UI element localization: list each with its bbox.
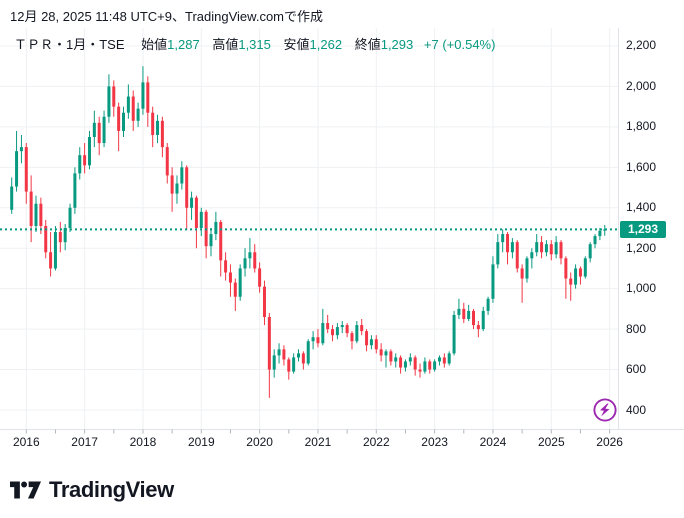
time-tick-label: 2026 [596,435,623,449]
legend-open-value: 1,287 [167,37,200,52]
time-tick-label: 2019 [187,435,215,449]
flash-boost-button[interactable] [592,397,618,423]
tradingview-logo-text: TradingView [49,477,174,502]
tradingview-logo[interactable]: TradingView [10,474,174,506]
legend-low-value: 1,262 [309,37,343,52]
flash-boost-icon [593,398,617,422]
price-tick-label: 1,200 [626,240,657,255]
legend-high-value: 1,315 [238,37,271,52]
time-tick-label: 2021 [304,435,332,449]
legend-symbol: ＴＰＲ・1月・TSE [14,37,125,52]
time-tick-label: 2018 [129,435,157,449]
legend-change-value: +7 (+0.54%) [423,37,496,52]
time-tick-label: 2022 [362,435,390,449]
attribution-text: 12月 28, 2025 11:48 UTC+9、TradingView.com… [10,9,323,24]
last-price-label: 1,293 [620,220,666,238]
price-tick-label: 2,000 [626,78,657,93]
legend-close-value: 1,293 [380,37,414,52]
time-tick-label: 2024 [479,435,507,449]
tradingview-logomark [10,481,41,499]
time-tick-label: 2025 [537,435,565,449]
price-tick-label: 1,400 [626,200,657,215]
time-tick-label: 2020 [246,435,273,449]
symbol-legend: ＴＰＲ・1月・TSE 始値1,287 高値1,315 安値1,262 終値1,2… [14,34,495,53]
price-tick-label: 400 [626,402,647,417]
time-tick-label: 2023 [421,435,448,449]
price-tick-label: 600 [626,362,647,377]
price-tick-label: 1,800 [626,119,657,134]
price-tick-label: 1,000 [626,281,657,296]
legend-low-label: 安値 [283,37,310,52]
time-tick-label: 2016 [12,435,40,449]
price-tick-label: 1,600 [626,159,657,174]
legend-open-label: 始値 [141,37,168,52]
legend-close-label: 終値 [354,37,381,52]
legend-high-label: 高値 [212,37,239,52]
price-tick-label: 2,200 [626,38,657,53]
price-tick-label: 800 [626,321,647,336]
time-tick-label: 2017 [71,435,98,449]
